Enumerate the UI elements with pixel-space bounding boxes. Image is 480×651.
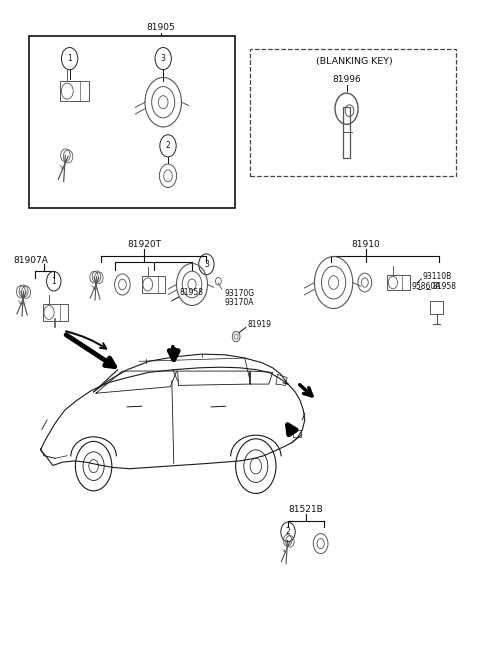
Text: 81958: 81958 bbox=[432, 282, 456, 291]
Text: 1: 1 bbox=[51, 277, 56, 286]
Text: 81905: 81905 bbox=[146, 23, 175, 33]
Text: 93170G: 93170G bbox=[225, 289, 255, 298]
Text: 2: 2 bbox=[166, 141, 170, 150]
Text: 1: 1 bbox=[67, 54, 72, 63]
Text: 81910: 81910 bbox=[351, 240, 380, 249]
Text: 81907A: 81907A bbox=[14, 256, 48, 265]
Text: 2: 2 bbox=[286, 527, 290, 536]
Text: 81521B: 81521B bbox=[289, 505, 324, 514]
Text: 81919: 81919 bbox=[247, 320, 271, 329]
Text: 81996: 81996 bbox=[332, 75, 361, 84]
Text: 81958: 81958 bbox=[180, 288, 204, 298]
Text: 3: 3 bbox=[161, 54, 166, 63]
Text: 81920T: 81920T bbox=[127, 240, 161, 249]
Text: 93170A: 93170A bbox=[225, 298, 254, 307]
Text: 93110B: 93110B bbox=[422, 272, 452, 281]
Text: 3: 3 bbox=[204, 260, 209, 269]
Text: (BLANKING KEY): (BLANKING KEY) bbox=[316, 57, 393, 66]
Text: 95860A: 95860A bbox=[412, 282, 441, 291]
